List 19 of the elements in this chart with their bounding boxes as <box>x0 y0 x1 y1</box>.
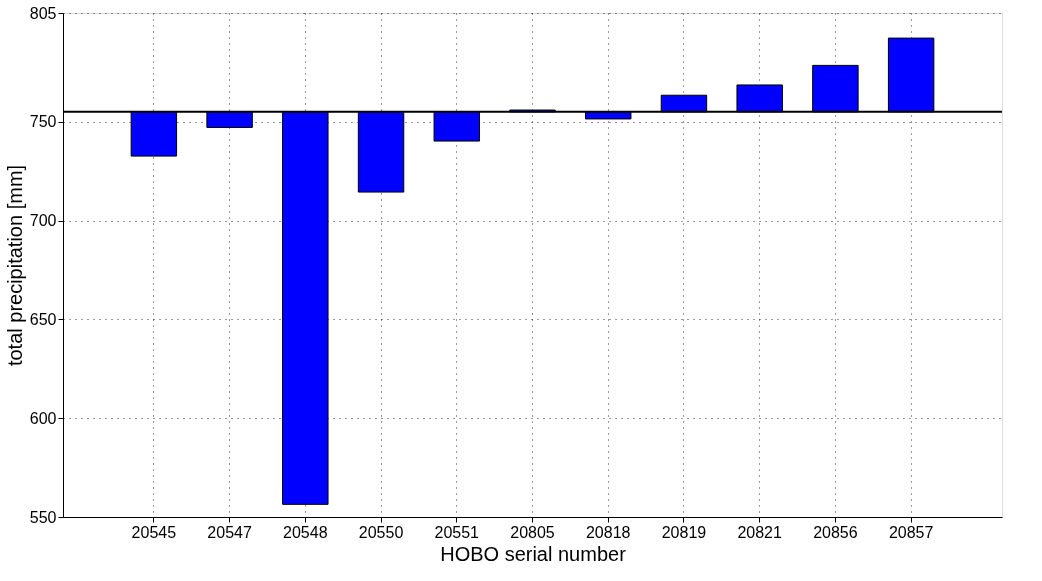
x-axis-title: HOBO serial number <box>440 542 627 565</box>
x-tick-label: 20550 <box>358 523 404 541</box>
y-tick-label: 650 <box>29 310 57 328</box>
x-tick-label: 20547 <box>207 523 252 541</box>
x-tick-label: 20805 <box>510 523 555 541</box>
y-tick-label: 700 <box>29 212 57 230</box>
x-tick-label: 20821 <box>737 523 783 541</box>
y-tick-label: 805 <box>29 4 57 22</box>
x-tick-label: 20548 <box>283 523 328 541</box>
y-tick-label: 600 <box>29 409 57 427</box>
y-axis-title: total precipitation [mm] <box>3 164 26 367</box>
x-tick-label: 20545 <box>131 523 177 541</box>
y-tick-label: 750 <box>29 113 57 131</box>
x-tick-label: 20857 <box>888 523 934 541</box>
x-tick-label: 20551 <box>434 523 480 541</box>
x-tick-label: 20818 <box>585 523 631 541</box>
x-tick-label: 20856 <box>813 523 858 541</box>
y-tick-label: 550 <box>29 508 57 526</box>
x-tick-label: 20819 <box>661 523 707 541</box>
